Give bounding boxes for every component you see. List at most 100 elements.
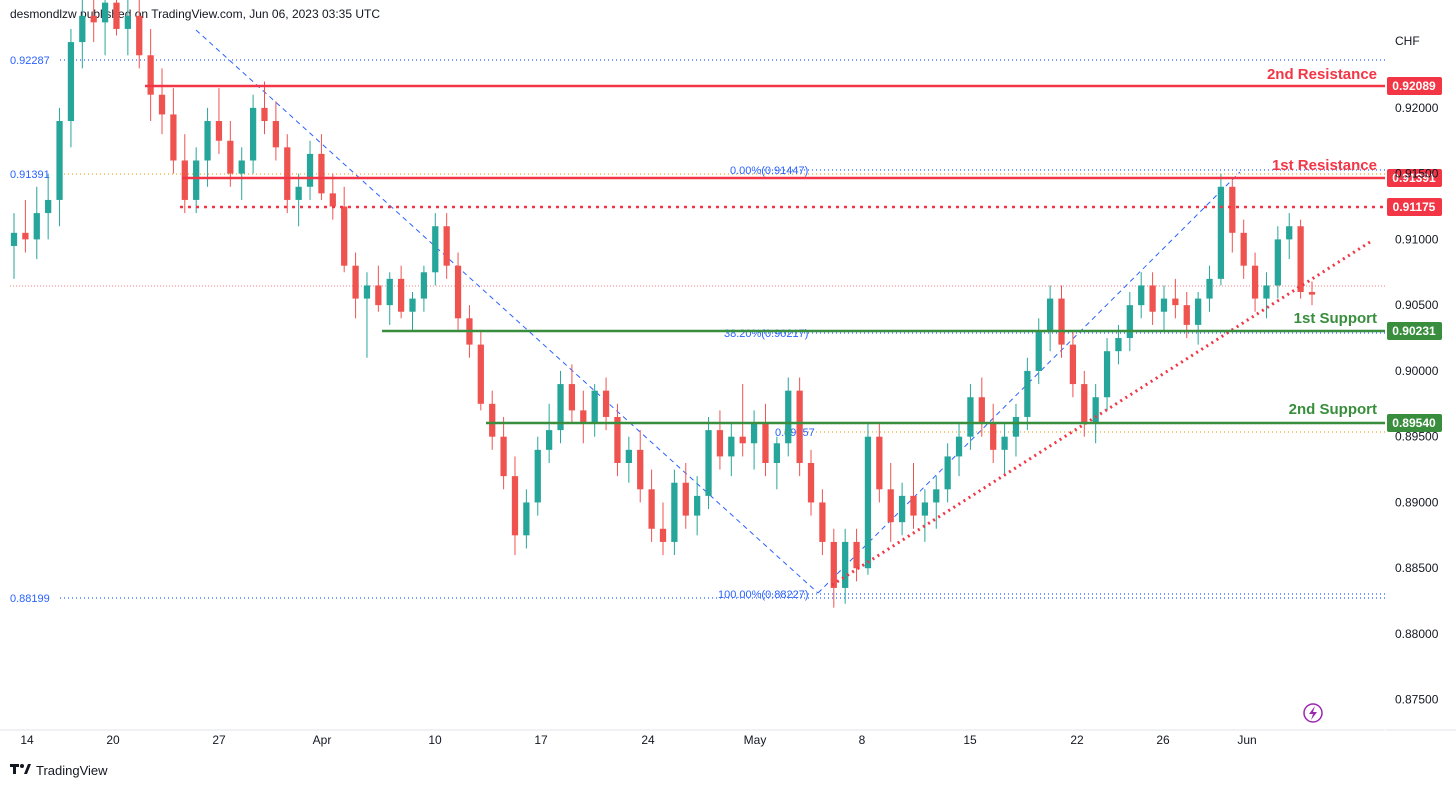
candle-body [124,15,131,29]
candle-body [56,121,63,200]
candle-body [386,278,393,306]
x-tick-label: 17 [534,733,548,747]
candle-body [363,285,371,299]
candle-body [420,272,428,299]
candle [1092,384,1099,444]
tradingview-brand[interactable]: TradingView [10,763,108,778]
candle [1160,285,1168,332]
candle-body [295,186,302,200]
candle-body [1092,397,1099,424]
candle [807,449,815,516]
x-tick-label: 20 [106,733,120,747]
candle-body [546,430,553,450]
candle-body [591,390,598,424]
level-name: 1st Support [1294,310,1377,327]
price-axis: CHF 0.92000 0.91500 0.91000 0.90500 0.90000 0.… [1395,34,1439,707]
candle-body [67,42,75,122]
candle [728,423,735,477]
candle [261,81,268,135]
candle [1058,285,1065,358]
time-axis: 14 20 27 Apr 10 17 24 May 8 15 22 26 Jun [20,733,1256,747]
candle-body [1240,232,1247,266]
candle [523,489,530,549]
candle [409,292,416,332]
candle-body [1012,416,1020,437]
level-2nd-support: 2nd Support 0.89540 [486,401,1442,432]
candle-body [1058,298,1065,345]
candle [249,94,257,174]
candle-body [249,107,257,161]
price-tag: 0.91391 [1392,171,1436,185]
candle [762,403,769,477]
candle-body [238,160,245,174]
candle-body [1103,351,1111,398]
fib-label: 100.00%(0.88227) [718,589,809,601]
level-2nd-resistance: 2nd Resistance 0.92089 [145,66,1442,95]
left-price-label: 0.91391 [10,169,50,181]
candle-body [1274,239,1281,286]
candle [921,489,929,542]
candle [1206,265,1213,312]
candle [397,265,405,319]
candle-body [341,206,348,266]
x-tick-label: Apr [313,733,332,747]
candle-body [796,390,803,463]
candle [1024,357,1031,431]
candle [602,377,610,431]
price-tag-bg [1387,322,1442,340]
candle [443,213,450,279]
candle-body [1160,298,1168,312]
candle [944,443,951,503]
candle-body [306,153,314,187]
y-tick-label: 0.90500 [1395,298,1439,312]
candle-body [1046,298,1054,332]
candle [272,101,280,161]
candle-body [1286,226,1293,240]
candle-body [432,226,439,273]
candle [22,199,29,253]
candle [716,410,724,470]
candle-body [785,390,792,444]
candle-body [1251,265,1259,299]
candle [500,416,507,490]
fib-diagonal-down [195,29,819,594]
candle [136,0,143,69]
lightning-icon-bolt [1309,706,1317,720]
candle-body [648,489,655,529]
candle-body [955,436,963,457]
candle [238,147,245,200]
candle-body [409,298,416,312]
candle-body [272,121,280,148]
candle [295,173,302,227]
candle [796,377,803,477]
candle-body [454,265,462,319]
candle-body [45,199,52,214]
candle [785,377,792,457]
candle-body [659,528,667,542]
candlestick-series [10,0,1316,608]
x-tick-label: 14 [20,733,34,747]
tradingview-logo-icon [10,763,32,778]
candle-body [728,436,735,457]
y-tick-label: 0.89000 [1395,495,1439,509]
left-price-label: 0.88199 [10,593,50,605]
candle [1251,252,1259,312]
price-tag-bg [1387,77,1442,95]
candle [193,147,200,214]
fib-label: 0.00%(0.91447) [730,165,808,177]
candle-body [967,397,974,437]
price-tag: 0.91175 [1393,200,1436,214]
candle-body [147,55,154,95]
candle [557,370,564,444]
candle-body [819,502,826,542]
candle [546,403,553,463]
candle [204,107,211,187]
y-tick-label: 0.89500 [1395,430,1439,444]
candle [432,213,439,286]
candle [1001,423,1008,477]
candle [67,28,75,148]
price-tag: 0.92089 [1392,79,1436,93]
candle [420,265,428,312]
candle [10,213,18,279]
